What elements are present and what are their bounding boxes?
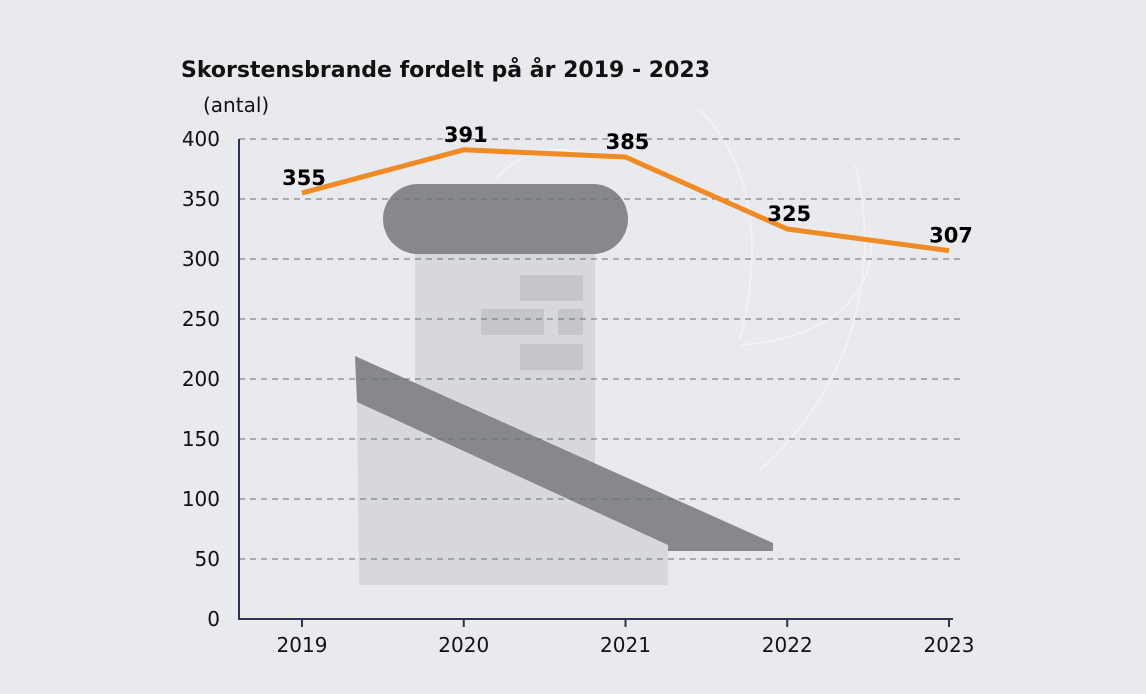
data-label: 385 [606,130,650,154]
x-tick-label: 2021 [600,633,651,657]
chimney-brick [558,309,583,335]
series-group [301,147,950,254]
data-labels: 355 391 385 325 307 [282,123,973,248]
y-tick-label: 0 [207,607,220,631]
roof-wall [357,402,668,585]
y-tick-label: 200 [182,367,220,391]
data-label: 325 [767,202,811,226]
x-tick-label: 2020 [438,633,489,657]
y-axis-ticks: 0 50 100 150 200 250 300 350 400 [182,127,220,631]
y-tick-label: 250 [182,307,220,331]
data-label: 391 [444,123,488,147]
chimney-cap [383,184,628,254]
chart-title: Skorstensbrande fordelt på år 2019 - 202… [181,58,711,83]
y-axis-unit-label: (antal) [203,93,270,117]
roof-slope [355,356,773,551]
y-tick-label: 400 [182,127,220,151]
chimney-brick [520,275,583,301]
x-axis-ticks: 2019 2020 2021 2022 2023 [277,619,975,657]
series-line [301,147,950,254]
y-tick-label: 100 [182,487,220,511]
y-tick-label: 150 [182,427,220,451]
x-tick-label: 2019 [277,633,328,657]
y-tick-label: 300 [182,247,220,271]
axes [238,139,953,620]
chimney-brick [481,309,544,335]
chimney-brick [520,344,583,370]
x-tick-label: 2022 [762,633,813,657]
y-tick-label: 50 [195,547,220,571]
chimney-icon [355,109,873,585]
data-label: 355 [282,166,326,190]
x-tick-label: 2023 [924,633,975,657]
data-label: 307 [929,224,973,248]
y-tick-label: 350 [182,187,220,211]
